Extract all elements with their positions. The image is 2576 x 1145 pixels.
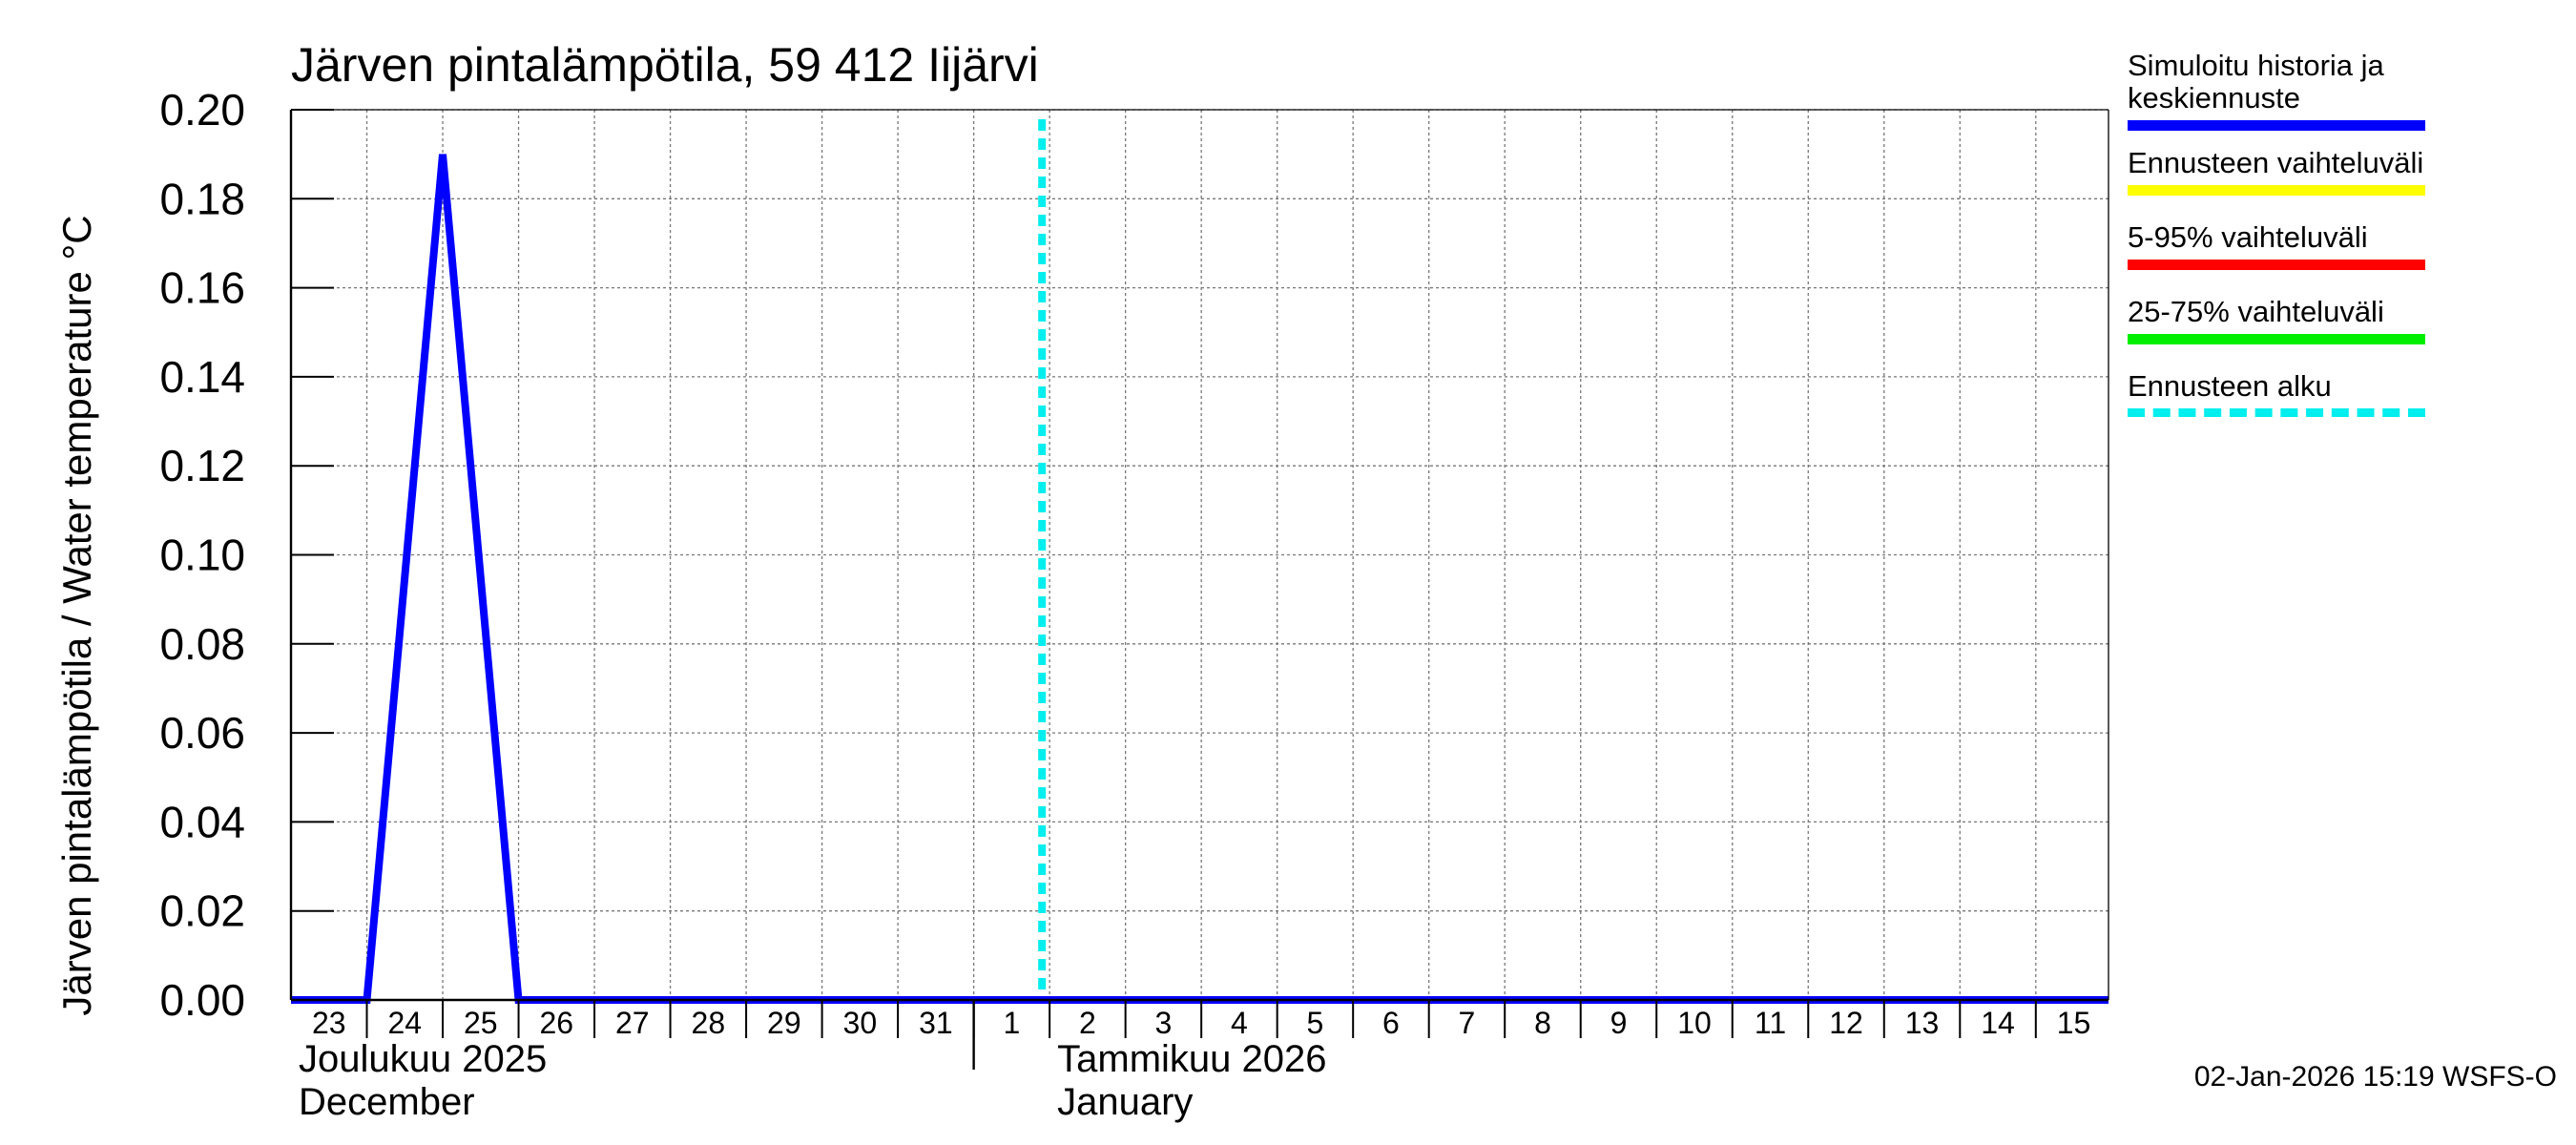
legend-item: 25-75% vaihteluväli [2128,296,2433,370]
x-tick-label: 24 [387,1006,422,1040]
x-tick-label: 29 [767,1006,801,1040]
month-label-en: January [1057,1081,1193,1123]
legend-item: Ennusteen alku [2128,370,2433,445]
legend: Simuloitu historia ja keskiennuste Ennust… [2128,50,2433,445]
x-tick-label: 9 [1610,1006,1628,1040]
grid-lines [291,109,2109,1001]
x-tick-label: 11 [1755,1006,1786,1040]
series-layer [291,119,2109,1004]
y-tick-label: 0.00 [159,975,245,1025]
y-tick-label: 0.02 [159,886,245,936]
y-tick-label: 0.14 [159,352,245,402]
series-line [291,154,2109,1004]
timestamp-footer: 02-Jan-2026 15:19 WSFS-O [2193,1061,2557,1093]
x-tick-label: 12 [1829,1006,1863,1040]
x-tick-label: 4 [1231,1006,1248,1040]
y-tick-label: 0.16 [159,263,245,313]
y-axis-label: Järven pintalämpötila / Water temperatur… [54,215,99,1015]
x-tick-label: 3 [1155,1006,1173,1040]
month-label-en: December [299,1081,475,1123]
legend-swatch [2128,260,2425,270]
x-tick-label: 26 [539,1006,573,1040]
y-tick-label: 0.12 [159,441,245,490]
legend-swatch [2128,120,2425,131]
x-tick-label: 1 [1003,1006,1020,1040]
legend-label: 25-75% vaihteluväli [2128,295,2384,328]
axes-layer: 0.00 0.02 0.04 0.06 0.08 0.10 0.12 0.14 0.16 0.18… [159,85,2109,1123]
x-tick-label: 25 [464,1006,498,1040]
x-tick-label: 15 [2057,1006,2091,1040]
legend-item: Ennusteen vaihteluväli [2128,147,2433,221]
y-tick-label: 0.06 [159,708,245,758]
legend-label: Ennusteen alku [2128,369,2332,403]
legend-item: Simuloitu historia ja keskiennuste [2128,50,2433,147]
month-label-fi: Tammikuu 2026 [1057,1038,1326,1080]
x-tick-label: 8 [1534,1006,1551,1040]
x-tick-label: 2 [1079,1006,1096,1040]
x-tick-label: 31 [919,1006,953,1040]
y-tick-label: 0.10 [159,531,245,580]
x-tick-label: 28 [692,1006,726,1040]
y-tick-label: 0.04 [159,797,245,846]
y-tick-label: 0.18 [159,174,245,223]
x-tick-label: 23 [312,1006,346,1040]
y-tick-label: 0.20 [159,85,245,135]
legend-item: 5-95% vaihteluväli [2128,221,2433,296]
x-tick-label: 30 [843,1006,878,1040]
chart-title: Järven pintalämpötila, 59 412 Iijärvi [291,38,1039,92]
legend-swatch [2128,334,2425,344]
x-tick-label: 5 [1307,1006,1324,1040]
legend-label: 5-95% vaihteluväli [2128,220,2368,254]
legend-label: Ennusteen vaihteluväli [2128,146,2424,179]
x-tick-label: 6 [1382,1006,1400,1040]
month-label-fi: Joulukuu 2025 [299,1038,547,1080]
x-tick-label: 13 [1905,1006,1940,1040]
legend-label: Simuloitu historia ja keskiennuste [2128,49,2384,114]
x-tick-label: 7 [1459,1006,1476,1040]
legend-swatch [2128,185,2425,196]
x-tick-label: 14 [1981,1006,2015,1040]
y-tick-label: 0.08 [159,619,245,669]
x-tick-label: 10 [1677,1006,1712,1040]
x-tick-label: 27 [615,1006,650,1040]
legend-swatch [2128,408,2425,417]
